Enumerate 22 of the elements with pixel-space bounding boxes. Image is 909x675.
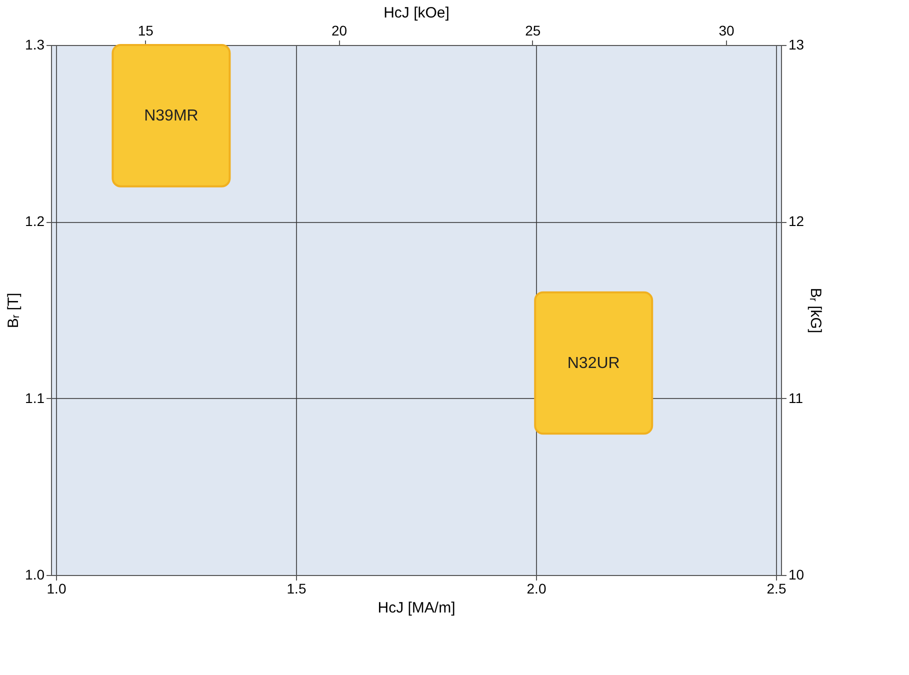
y2-axis-title: Bᵣ [kG] [807,288,824,334]
y-tick-label: 1.2 [25,213,45,230]
x2-axis-title: HcJ [kOe] [384,4,450,22]
x-tick-label: 2.0 [526,580,546,596]
y2-tick-label: 12 [788,213,804,230]
x-axis-title: HcJ [MA/m] [378,600,456,616]
x2-tick-label: 30 [718,22,735,38]
y2-tick-label: 10 [788,566,804,582]
x-tick-label: 1.5 [286,580,306,596]
x2-tick-label: 15 [138,22,154,38]
x2-tick-label: 25 [525,22,541,38]
series-label: N32UR [567,355,620,372]
x-tick-label: 2.5 [766,580,786,596]
y-tick-label: 1.3 [25,36,45,52]
y2-tick-label: 11 [788,390,804,406]
y2-tick-label: 13 [788,36,804,52]
x2-tick-label: 20 [331,22,348,38]
x-tick-label: 1.0 [46,580,66,596]
y-tick-label: 1.1 [25,390,45,406]
series-label: N39MR [144,108,198,125]
y-axis-title: Bᵣ [T] [5,292,22,328]
y-tick-label: 1.0 [25,566,45,582]
